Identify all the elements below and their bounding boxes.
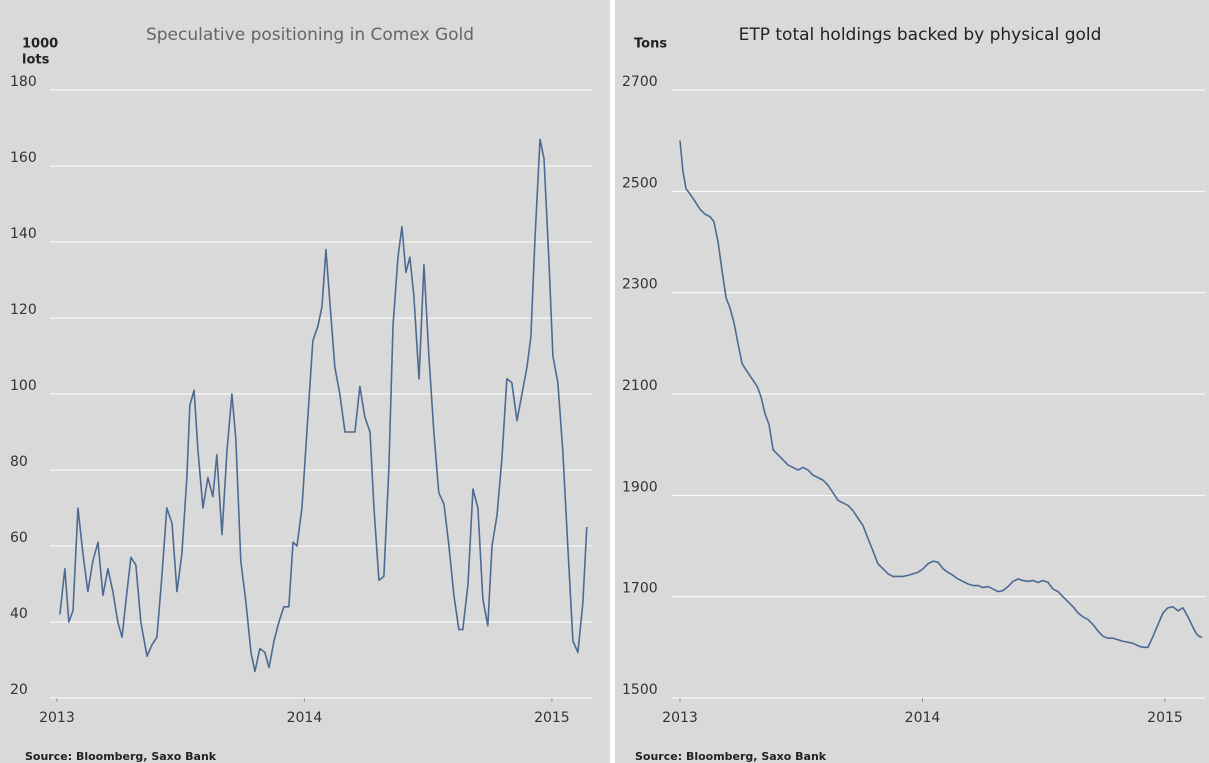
y-tick-label: 20 [10,682,28,698]
y-tick-label: 60 [10,530,28,546]
y-tick-label: 80 [10,454,28,470]
chart-title: ETP total holdings backed by physical go… [739,25,1102,45]
source-note: Source: Bloomberg, Saxo Bank [25,750,217,763]
y-axis-label: Tons [634,37,667,52]
chart-title: Speculative positioning in Comex Gold [146,25,474,45]
x-tick-label: 2015 [534,710,570,726]
panel-background [0,0,610,763]
y-tick-label: 2100 [622,378,658,394]
y-tick-label: 1900 [622,479,658,495]
x-tick-label: 2013 [662,710,698,726]
y-tick-label: 180 [10,74,37,90]
x-tick-label: 2013 [39,710,75,726]
x-tick-label: 2014 [905,710,941,726]
y-tick-label: 140 [10,226,37,242]
y-tick-label: 1700 [622,581,658,597]
y-tick-label: 2700 [622,74,658,90]
y-tick-label: 40 [10,606,28,622]
y-axis-label: 1000 [22,37,58,52]
y-tick-label: 2300 [622,277,658,293]
y-tick-label: 120 [10,302,37,318]
source-note: Source: Bloomberg, Saxo Bank [635,750,827,763]
y-tick-label: 160 [10,150,37,166]
y-tick-label: 100 [10,378,37,394]
x-tick-label: 2015 [1147,710,1183,726]
panel-background [615,0,1209,763]
y-tick-label: 2500 [622,175,658,191]
x-tick-label: 2014 [287,710,323,726]
data-line [59,138,588,673]
data-line [679,140,1203,649]
y-axis-label: lots [22,53,50,68]
y-tick-label: 1500 [622,682,658,698]
